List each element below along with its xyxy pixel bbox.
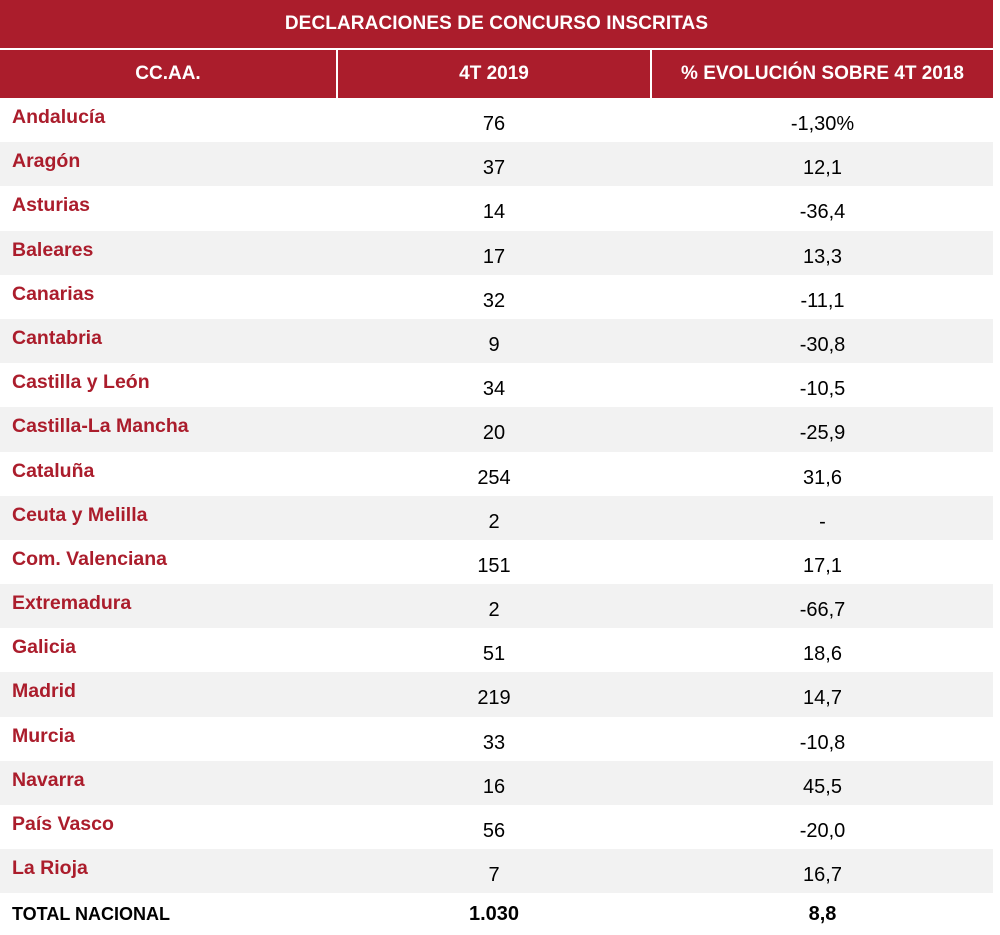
column-header-region: CC.AA. <box>135 63 201 84</box>
value-cell: 37 <box>482 157 506 180</box>
table-row: País Vasco 56 -20,0 <box>0 805 993 850</box>
value-cell: 51 <box>482 643 506 666</box>
evolution-cell: 13,3 <box>803 245 842 268</box>
evolution-cell: -25,9 <box>799 422 846 445</box>
table-title: DECLARACIONES DE CONCURSO INSCRITAS <box>0 0 993 48</box>
evolution-cell: 17,1 <box>803 554 842 577</box>
table-row: Andalucía 76 -1,30% <box>0 98 993 143</box>
value-cell: 33 <box>482 731 506 754</box>
table-row: Ceuta y Melilla 2 - <box>0 495 993 540</box>
evolution-cell: -36,4 <box>799 201 846 224</box>
region-cell: Canarias <box>12 282 95 305</box>
evolution-cell: -66,7 <box>799 599 846 622</box>
value-cell: 7 <box>488 864 500 887</box>
region-cell: Murcia <box>12 724 75 747</box>
table-total-row: TOTAL NACIONAL 1.030 8,8 <box>0 893 993 935</box>
table-header-row: CC.AA. 4T 2019 % EVOLUCIÓN SOBRE 4T 2018 <box>0 48 993 98</box>
table-row: Castilla y León 34 -10,5 <box>0 363 993 408</box>
value-cell: 76 <box>482 113 506 135</box>
evolution-cell: 31,6 <box>803 466 842 489</box>
evolution-cell: -10,5 <box>799 378 846 401</box>
evolution-cell: -30,8 <box>799 333 846 356</box>
value-cell: 9 <box>488 333 500 356</box>
region-cell: La Rioja <box>12 857 88 880</box>
region-cell: Extremadura <box>12 592 132 615</box>
value-cell: 2 <box>488 599 500 622</box>
table-body: Andalucía 76 -1,30% Aragón 37 12,1 Asturias 14 -… <box>0 98 993 894</box>
evolution-cell: -1,30% <box>790 113 855 135</box>
table-row: Com. Valenciana 151 17,1 <box>0 539 993 585</box>
region-cell: Navarra <box>12 768 85 791</box>
column-header-evolution: % EVOLUCIÓN SOBRE 4T 2018 <box>681 63 964 84</box>
total-evolution: 8,8 <box>808 902 837 925</box>
evolution-cell: -11,1 <box>800 289 845 312</box>
total-value: 1.030 <box>468 902 520 925</box>
table-row: Madrid 219 14,7 <box>0 672 993 717</box>
value-cell: 14 <box>482 201 506 224</box>
value-cell: 56 <box>482 820 506 842</box>
value-cell: 254 <box>477 466 511 489</box>
total-label: TOTAL NACIONAL <box>12 903 170 924</box>
evolution-cell: - <box>819 510 826 533</box>
region-cell: Asturias <box>12 194 91 217</box>
region-cell: Aragón <box>12 150 81 173</box>
region-cell: Castilla y León <box>12 371 150 394</box>
value-cell: 34 <box>482 378 506 401</box>
region-cell: Cataluña <box>12 459 95 482</box>
value-cell: 17 <box>482 245 506 268</box>
table-row: Navarra 16 45,5 <box>0 760 993 805</box>
table-row: Asturias 14 -36,4 <box>0 186 993 231</box>
region-cell: Baleares <box>12 238 94 261</box>
evolution-cell: 16,7 <box>803 864 842 887</box>
value-cell: 20 <box>482 422 506 445</box>
table-row: Cataluña 254 31,6 <box>0 451 993 496</box>
region-cell: Ceuta y Melilla <box>12 503 148 526</box>
region-cell: Cantabria <box>12 326 102 349</box>
region-cell: Castilla-La Mancha <box>12 415 189 438</box>
table-row: Aragón 37 12,1 <box>0 142 993 187</box>
evolution-cell: -10,8 <box>799 731 846 754</box>
value-cell: 16 <box>482 775 506 798</box>
table-row: Cantabria 9 -30,8 <box>0 318 993 364</box>
value-cell: 151 <box>477 554 511 577</box>
region-cell: País Vasco <box>12 813 114 835</box>
evolution-cell: 18,6 <box>803 643 842 666</box>
region-cell: Com. Valenciana <box>12 547 167 570</box>
column-header-4t2019: 4T 2019 <box>336 50 652 98</box>
region-cell: Madrid <box>12 680 76 703</box>
table-row: Canarias 32 -11,1 <box>0 274 993 319</box>
value-cell: 32 <box>482 289 506 312</box>
evolution-cell: 14,7 <box>803 687 842 710</box>
evolution-cell: 12,1 <box>803 157 842 180</box>
table-row: Extremadura 2 -66,7 <box>0 584 993 629</box>
value-cell: 2 <box>488 510 500 533</box>
region-cell: Andalucía <box>12 106 106 128</box>
evolution-cell: -20,0 <box>799 820 846 842</box>
table-row: Castilla-La Mancha 20 -25,9 <box>0 407 993 452</box>
evolution-cell: 45,5 <box>803 775 842 798</box>
value-cell: 219 <box>477 687 511 710</box>
table-row: Galicia 51 18,6 <box>0 628 993 673</box>
table-row: Baleares 17 13,3 <box>0 230 993 275</box>
table-row: La Rioja 7 16,7 <box>0 849 993 894</box>
region-cell: Galicia <box>12 636 76 659</box>
table-row: Murcia 33 -10,8 <box>0 716 993 761</box>
